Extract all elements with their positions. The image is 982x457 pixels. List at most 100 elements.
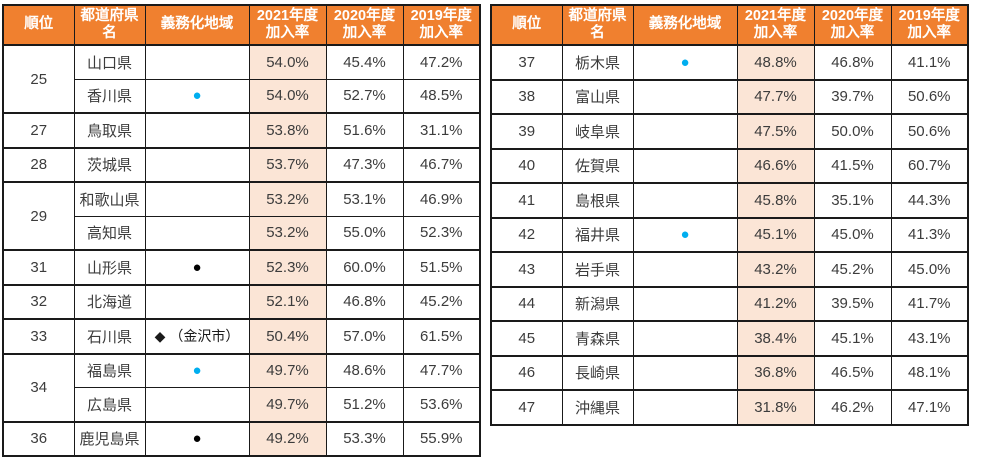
column-header-rate-2019: 2019年度 加入率 [402,4,481,46]
rate-2021-cell: 53.2% [248,181,327,217]
rank-cell: 34 [2,352,75,422]
rate-2019-cell: 48.5% [402,78,481,114]
rank-cell: 27 [2,112,75,148]
rate-2019-cell: 50.6% [890,113,969,149]
rank-cell: 46 [490,354,563,391]
rate-2021-cell: 45.8% [736,182,815,218]
rate-2020-cell: 55.0% [325,215,404,251]
mandatory-area-cell [632,285,738,322]
table-row: 38 富山県 47.7% 39.7% 50.6% [490,78,969,115]
prefecture-cell: 山形県 [73,249,146,285]
mandatory-area-cell: ● [144,420,250,457]
rate-2021-cell: 47.5% [736,113,815,149]
rate-2021-cell: 46.6% [736,147,815,184]
table-row: 33 石川県 ◆ （金沢市） 50.4% 57.0% 61.5% [2,318,481,354]
rate-2020-cell: 51.6% [325,112,404,148]
rank-cell: 38 [490,78,563,115]
rate-2021-cell: 43.2% [736,251,815,287]
rank-cell: 36 [2,420,75,457]
rate-2019-cell: 47.7% [402,352,481,388]
rate-2019-cell: 60.7% [890,147,969,184]
blue-dot-marker: ● [192,362,202,380]
rate-2019-cell: 48.1% [890,354,969,391]
rank-cell: 25 [2,44,75,114]
rate-2020-cell: 48.6% [325,352,404,388]
rate-2020-cell: 60.0% [325,249,404,285]
prefecture-cell: 岐阜県 [561,113,634,149]
column-header-rate-2019: 2019年度 加入率 [890,4,969,46]
rate-2019-cell: 53.6% [402,387,481,422]
mandatory-area-cell: ● [144,249,250,285]
rate-2019-cell: 31.1% [402,112,481,148]
prefecture-cell: 沖縄県 [561,389,634,425]
prefecture-cell: 香川県 [73,78,146,114]
table-row: 28 茨城県 53.7% 47.3% 46.7% [2,146,481,183]
rank-cell: 29 [2,181,75,251]
prefecture-cell: 福島県 [73,352,146,388]
table-header: 順位 都道府県名 義務化地域 2021年度 加入率 2020年度 加入率 2019年度 加… [2,4,481,46]
prefecture-cell: 岩手県 [561,251,634,287]
prefecture-cell: 島根県 [561,182,634,218]
mandatory-area-cell [144,146,250,183]
rate-2020-cell: 46.8% [325,283,404,320]
rate-2020-cell: 47.3% [325,146,404,183]
rate-2020-cell: 53.1% [325,181,404,217]
rank-cell: 42 [490,216,563,253]
rate-2020-cell: 41.5% [813,147,892,184]
rate-2019-cell: 46.9% [402,181,481,217]
table-row: 40 佐賀県 46.6% 41.5% 60.7% [490,147,969,184]
mandatory-area-cell [144,215,250,251]
mandatory-area-cell: ● [632,216,738,253]
mandatory-area-cell [632,389,738,425]
column-header-prefecture: 都道府県名 [73,4,146,46]
rate-2019-cell: 46.7% [402,146,481,183]
rate-2020-cell: 39.7% [813,78,892,115]
table-row: 香川県 ● 54.0% 52.7% 48.5% [3,78,481,114]
table-row: 29 和歌山県 53.2% 53.1% 46.9% [2,181,481,251]
rate-2021-cell: 49.7% [248,387,327,422]
rate-2021-cell: 53.2% [248,215,327,251]
rate-2021-cell: 41.2% [736,285,815,322]
table-row: 高知県 53.2% 55.0% 52.3% [3,215,481,251]
rate-2020-cell: 45.1% [813,320,892,356]
prefecture-cell: 佐賀県 [561,147,634,184]
prefecture-cell: 栃木県 [561,44,634,80]
prefecture-cell: 山口県 [73,44,146,80]
column-header-rank: 順位 [2,4,75,46]
table-row: 44 新潟県 41.2% 39.5% 41.7% [490,285,969,322]
prefecture-cell: 高知県 [73,215,146,251]
column-header-rate-2021: 2021年度 加入率 [736,4,815,46]
mandatory-area-cell [632,113,738,149]
mandatory-area-cell [632,147,738,184]
rate-2019-cell: 41.3% [890,216,969,253]
rate-2021-cell: 52.3% [248,249,327,285]
column-header-rate-2021: 2021年度 加入率 [248,4,327,46]
rank-cell: 31 [2,249,75,285]
rate-2020-cell: 45.0% [813,216,892,253]
table-row: 31 山形県 ● 52.3% 60.0% 51.5% [2,249,481,285]
table-header: 順位 都道府県名 義務化地域 2021年度 加入率 2020年度 加入率 2019年度 加… [490,4,969,46]
prefecture-cell: 鳥取県 [73,112,146,148]
mandatory-area-cell [632,182,738,218]
rank-cell: 33 [2,318,75,354]
table-row: 47 沖縄県 31.8% 46.2% 47.1% [490,389,969,425]
rate-2021-cell: 48.8% [736,44,815,80]
column-header-rate-2020: 2020年度 加入率 [325,4,404,46]
rate-2021-cell: 53.7% [248,146,327,183]
ranking-table-right: 順位 都道府県名 義務化地域 2021年度 加入率 2020年度 加入率 2019年度 加… [490,4,969,426]
rate-2020-cell: 45.4% [325,44,404,80]
rate-2020-cell: 46.5% [813,354,892,391]
rate-2019-cell: 43.1% [890,320,969,356]
mandatory-area-cell [144,44,250,80]
rate-2021-cell: 45.1% [736,216,815,253]
mandatory-area-cell: ◆ （金沢市） [144,318,250,354]
column-header-mandatory-area: 義務化地域 [632,4,738,46]
prefecture-cell: 新潟県 [561,285,634,322]
table-row: 45 青森県 38.4% 45.1% 43.1% [490,320,969,356]
rank-cell: 47 [490,389,563,425]
rate-2019-cell: 50.6% [890,78,969,115]
column-header-mandatory-area: 義務化地域 [144,4,250,46]
rate-2019-cell: 52.3% [402,215,481,251]
rate-2020-cell: 45.2% [813,251,892,287]
